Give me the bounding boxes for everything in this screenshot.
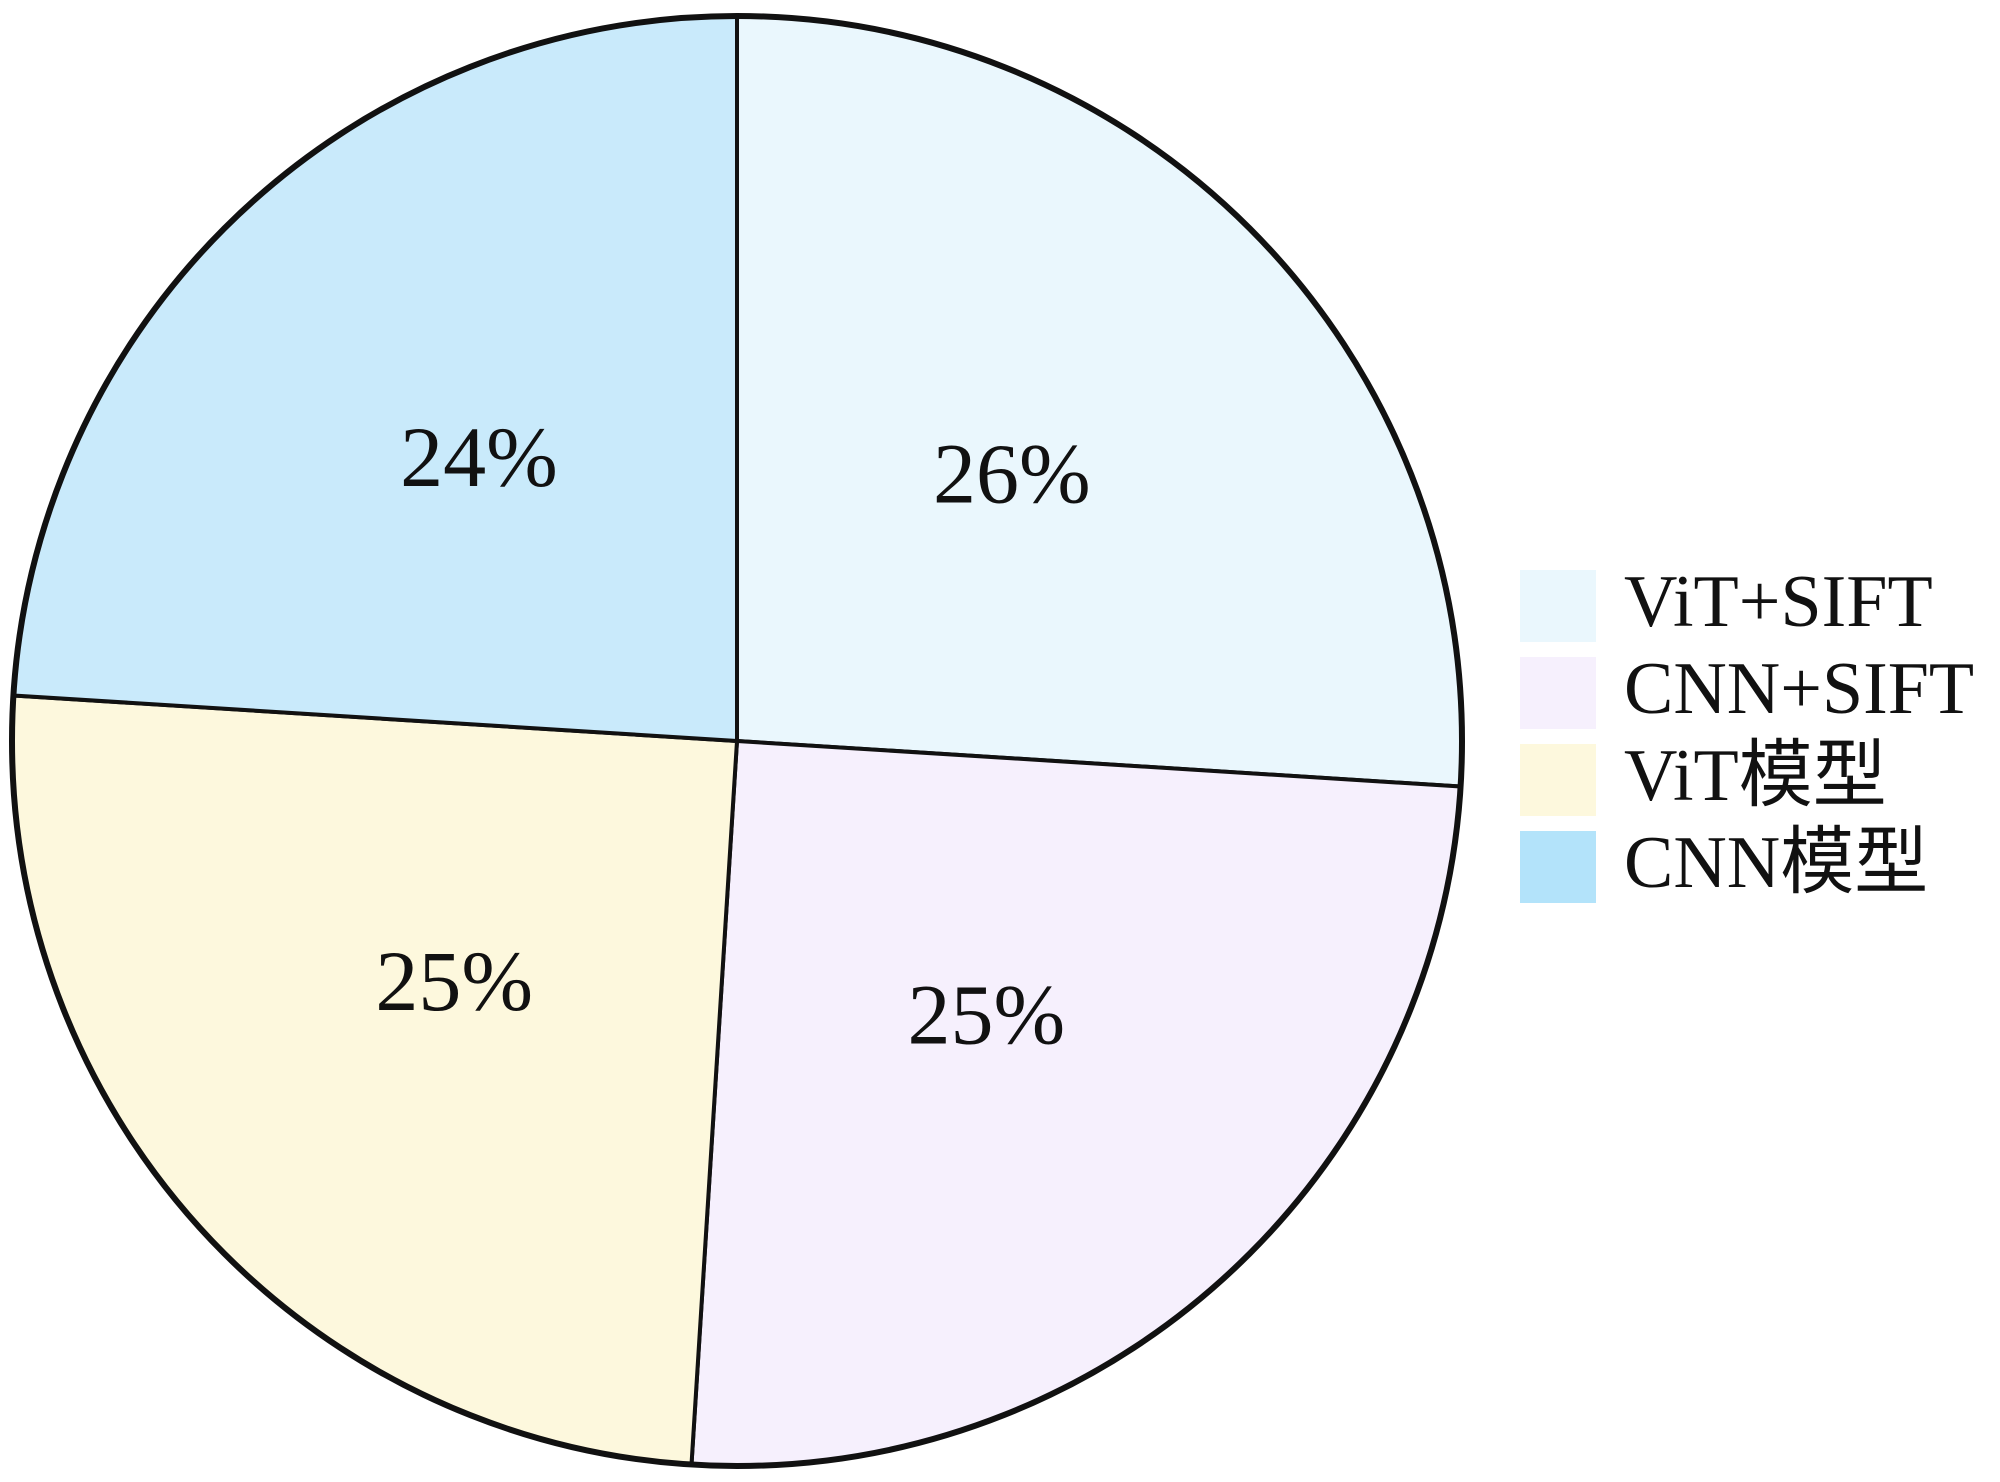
legend-swatch-4 bbox=[1520, 831, 1596, 903]
pie-slice-labels: 26% 25% 25% 24% bbox=[375, 409, 1090, 1063]
slice-value-label-4: 24% bbox=[400, 409, 558, 505]
legend-label-4: CNN模型 bbox=[1624, 822, 1928, 904]
legend-label-2: CNN+SIFT bbox=[1624, 648, 1974, 730]
slice-value-label-3: 25% bbox=[375, 933, 533, 1029]
pie-slice-1 bbox=[735, 14, 1464, 789]
pie-outline bbox=[9, 13, 1465, 1469]
pie-slice-4 bbox=[11, 14, 739, 743]
pie-slices bbox=[10, 14, 1464, 1468]
slice-value-label-1: 26% bbox=[933, 426, 1091, 522]
pie-slice-2 bbox=[689, 739, 1463, 1468]
pie-slice-3 bbox=[10, 693, 739, 1467]
slice-value-label-2: 25% bbox=[907, 967, 1065, 1063]
legend-swatch-1 bbox=[1520, 570, 1596, 642]
legend-label-3: ViT模型 bbox=[1624, 735, 1887, 817]
legend-swatch-2 bbox=[1520, 657, 1596, 729]
legend-label-1: ViT+SIFT bbox=[1624, 561, 1933, 643]
legend-swatch-3 bbox=[1520, 744, 1596, 816]
